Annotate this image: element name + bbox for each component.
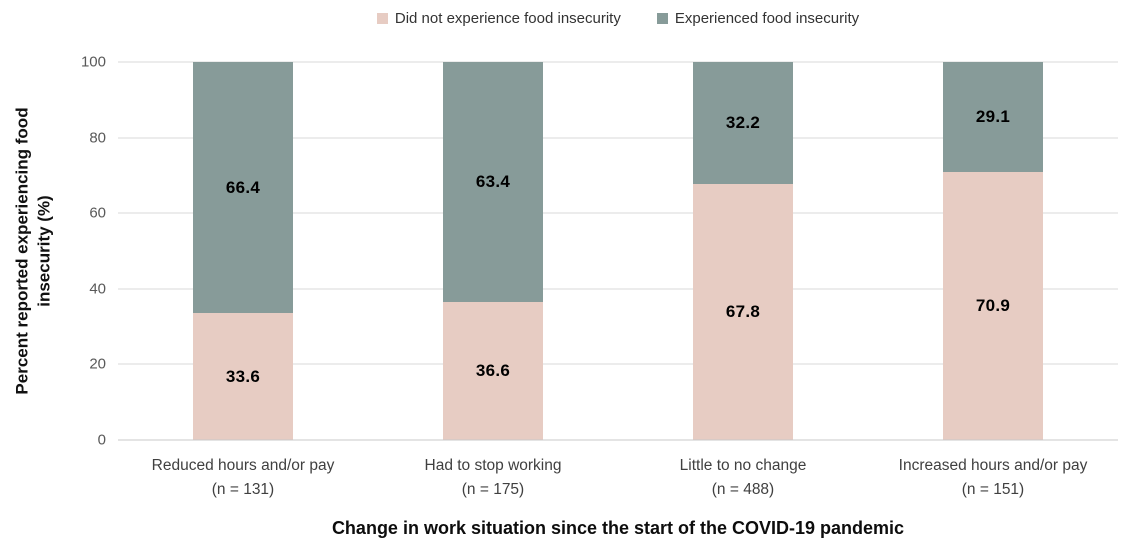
bar-slot: 67.8 32.2 [618,62,868,440]
x-axis-category-label: Reduced hours and/or pay (n = 131) [118,454,368,502]
y-axis-tick-labels: 0 20 40 60 80 100 [0,54,106,449]
legend-item-experienced: Experienced food insecurity [656,10,860,27]
bar-segment: 67.8 [693,183,793,440]
gridline [118,288,1118,290]
bar-segment: 33.6 [193,313,293,440]
data-label: 66.4 [225,177,261,197]
x-axis-line [118,439,1118,441]
data-label: 33.6 [225,366,261,386]
bar-segment: 36.6 [443,301,543,440]
plot-area: 33.6 66.4 36.6 63.4 67.8 32.2 70.9 29.1 [118,61,1118,441]
data-label: 70.9 [975,296,1011,315]
x-axis-category-label: Had to stop working (n = 175) [368,454,618,502]
bar-segment: 29.1 [943,62,1043,172]
data-label: 32.2 [725,112,761,132]
legend-label: Experienced food insecurity [674,10,860,27]
stacked-bar: 67.8 32.2 [693,62,793,440]
gridline [118,61,1118,63]
legend-label: Did not experience food insecurity [394,10,621,27]
category-name: Had to stop working [424,457,562,474]
y-axis-tick-label: 60 [89,204,106,222]
legend-swatch-icon [376,13,388,24]
legend-item-did-not-experience: Did not experience food insecurity [376,10,621,27]
bar-segment: 63.4 [443,62,543,302]
stacked-bar: 70.9 29.1 [943,62,1043,440]
y-axis-tick-label: 0 [97,431,106,449]
legend-swatch-icon [656,13,668,24]
bar-slot: 33.6 66.4 [118,62,368,440]
category-name: Increased hours and/or pay [898,457,1088,474]
gridline [118,212,1118,214]
category-sample-size: (n = 175) [461,481,525,498]
y-axis-tick-label: 100 [80,53,106,71]
y-axis-tick-label: 20 [89,355,106,373]
category-sample-size: (n = 131) [211,481,275,498]
category-name: Little to no change [679,457,807,474]
bar-slot: 36.6 63.4 [368,62,618,440]
bar-slot: 70.9 29.1 [868,62,1118,440]
data-label: 67.8 [725,301,761,321]
data-label: 63.4 [475,171,511,191]
legend: Did not experience food insecurity Exper… [118,10,1118,27]
bar-segment: 70.9 [943,172,1043,440]
data-label: 36.6 [475,360,511,380]
y-axis-tick-label: 80 [89,129,106,147]
data-label: 29.1 [975,107,1011,126]
gridline [118,363,1118,365]
stacked-bar: 36.6 63.4 [443,62,543,440]
x-axis-category-label: Increased hours and/or pay (n = 151) [868,454,1118,502]
x-axis-category-label: Little to no change (n = 488) [618,454,868,502]
category-sample-size: (n = 151) [961,481,1025,498]
category-name: Reduced hours and/or pay [151,457,335,474]
bar-segment: 66.4 [193,62,293,313]
stacked-bar: 33.6 66.4 [193,62,293,440]
x-axis-category-labels: Reduced hours and/or pay (n = 131) Had to … [118,454,1118,502]
y-axis-tick-label: 40 [89,280,106,298]
category-sample-size: (n = 488) [711,481,775,498]
gridline [118,137,1118,139]
x-axis-title: Change in work situation since the start… [331,518,905,538]
bar-segment: 32.2 [693,62,793,184]
